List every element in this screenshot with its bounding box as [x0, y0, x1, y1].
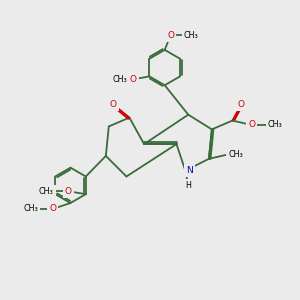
Text: CH₃: CH₃ [23, 204, 38, 213]
Text: CH₃: CH₃ [112, 75, 128, 84]
Text: O: O [130, 75, 137, 84]
Text: O: O [238, 100, 245, 109]
Text: CH₃: CH₃ [184, 31, 199, 40]
Text: CH₃: CH₃ [268, 121, 283, 130]
Text: O: O [248, 121, 255, 130]
Text: CH₃: CH₃ [39, 187, 53, 196]
Text: CH₃: CH₃ [228, 150, 243, 159]
Text: N: N [186, 166, 193, 175]
Text: O: O [49, 204, 56, 213]
Text: O: O [64, 187, 72, 196]
Text: O: O [110, 100, 117, 109]
Text: O: O [167, 31, 174, 40]
Text: H: H [185, 181, 191, 190]
